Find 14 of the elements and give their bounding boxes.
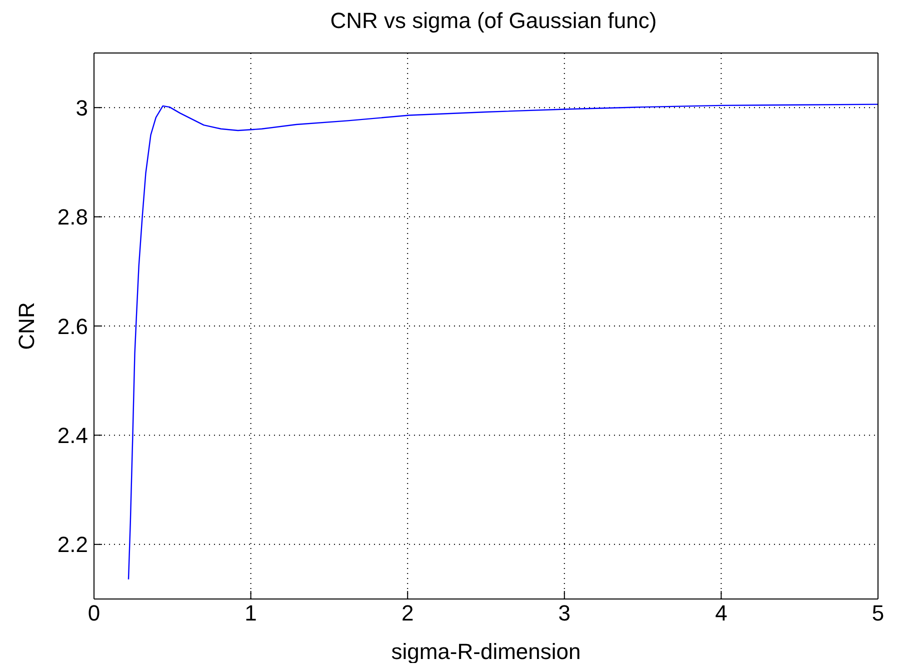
y-tick-label: 3 [76,95,88,120]
y-tick-label: 2.8 [57,204,88,230]
line-series [128,104,878,580]
y-axis-title: CNR [14,302,39,350]
x-tick-label: 4 [715,600,728,626]
x-tick-label: 3 [558,600,571,626]
x-tick-label: 0 [88,600,100,626]
y-tick-label: 2.4 [57,423,88,448]
y-tick-label: 2.2 [57,532,88,558]
y-tick-label: 2.6 [57,314,88,339]
x-tick-label: 5 [872,600,884,626]
x-tick-label: 2 [401,600,414,626]
x-tick-label: 1 [244,600,257,626]
chart-title: CNR vs sigma (of Gaussian func) [329,8,658,34]
